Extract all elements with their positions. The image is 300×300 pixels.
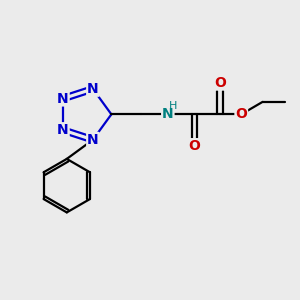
Text: N: N — [87, 133, 99, 147]
Text: N: N — [162, 107, 174, 121]
Text: O: O — [214, 76, 226, 90]
Text: H: H — [169, 101, 177, 111]
Text: N: N — [57, 123, 69, 137]
Text: O: O — [235, 107, 247, 121]
Text: O: O — [189, 139, 200, 153]
Text: N: N — [87, 82, 99, 96]
Text: N: N — [57, 92, 69, 106]
